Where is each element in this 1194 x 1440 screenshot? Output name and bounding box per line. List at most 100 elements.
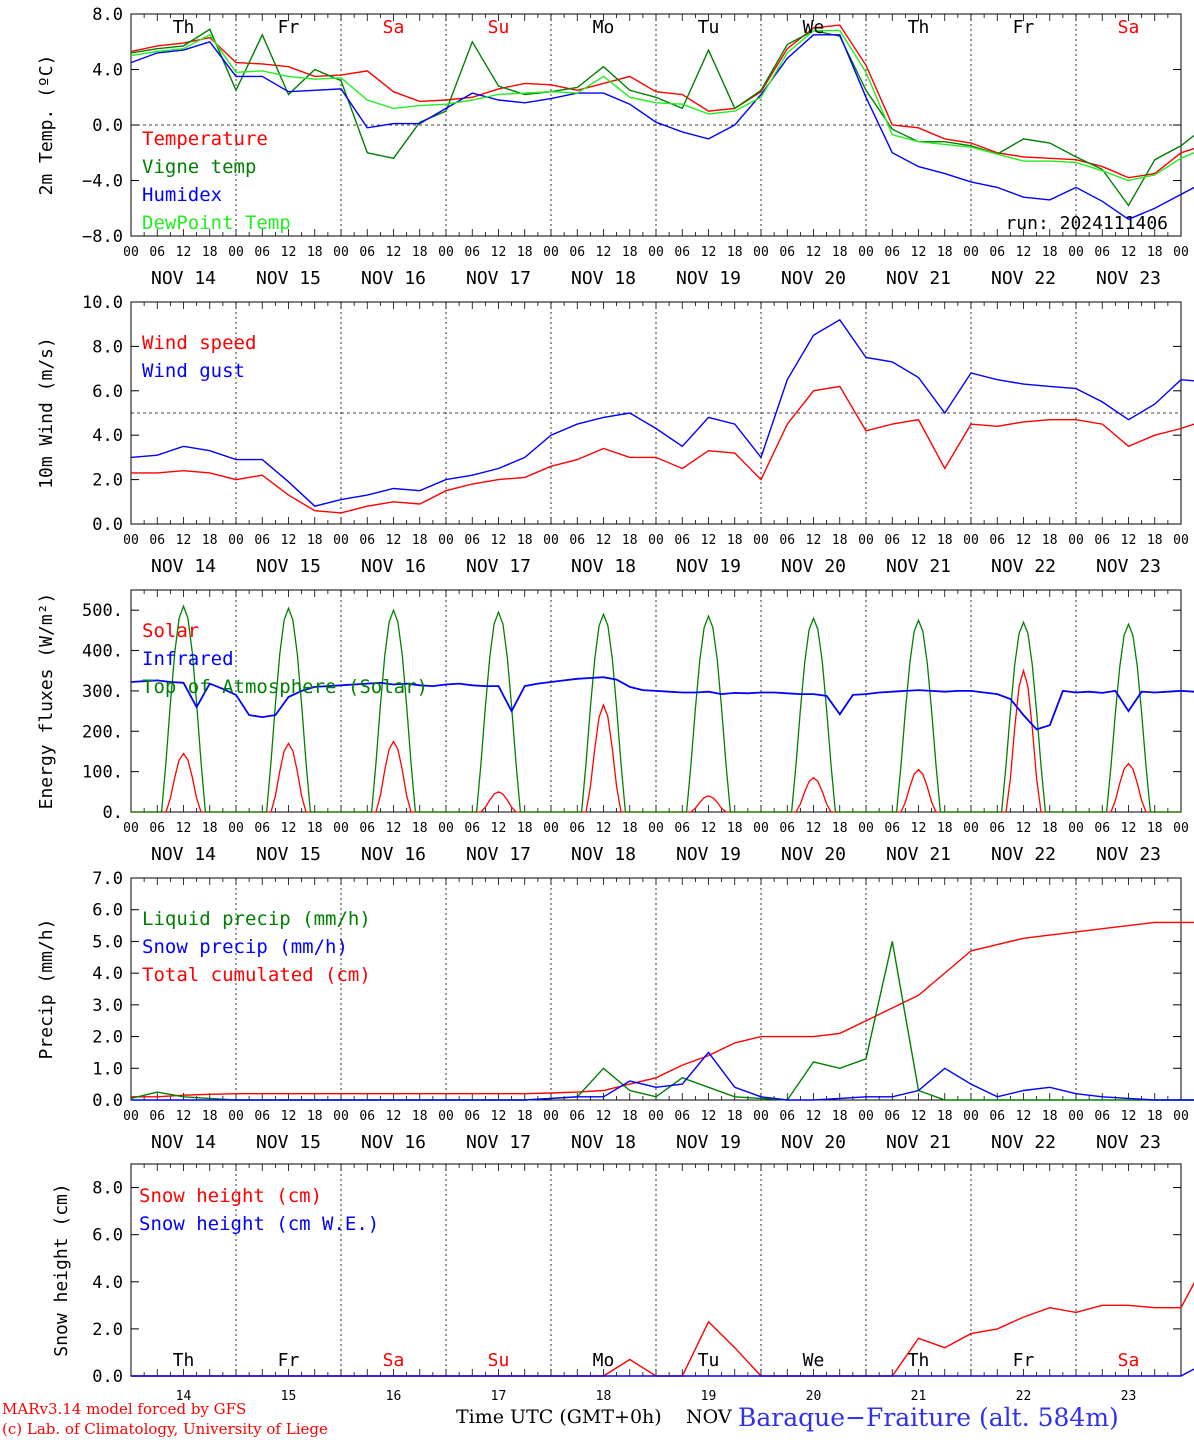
hour-label: 00	[1068, 245, 1084, 260]
hour-label: 12	[701, 245, 717, 260]
day-letter: Tu	[698, 17, 720, 38]
date-label: NOV 20	[781, 1132, 846, 1153]
hour-label: 12	[491, 245, 507, 260]
day-letter: Tu	[698, 1350, 720, 1371]
hour-label: 00	[753, 1109, 769, 1124]
hour-label: 12	[491, 821, 507, 836]
y-tick-label: 1.0	[92, 1059, 123, 1079]
series-line-snow-height-cm-w-e-	[131, 1368, 1194, 1377]
day-letter: Sa	[383, 1350, 405, 1371]
hour-label: 18	[1042, 821, 1058, 836]
day-letter: Sa	[1118, 17, 1140, 38]
hour-label: 12	[281, 1109, 297, 1124]
hour-label: 18	[1147, 821, 1163, 836]
day-number: 21	[911, 1389, 927, 1404]
hour-label: 18	[517, 1109, 533, 1124]
day-number: 19	[701, 1389, 717, 1404]
series-line-humidex	[130, 34, 1194, 221]
date-label: NOV 16	[361, 1132, 426, 1153]
hour-label: 00	[333, 533, 349, 548]
day-letter: Th	[908, 17, 930, 38]
legend-entry: Infrared	[142, 648, 234, 670]
y-tick-label: 8.0	[92, 337, 123, 357]
hour-label: 00	[858, 245, 874, 260]
hour-label: 18	[832, 245, 848, 260]
date-label: NOV 17	[466, 1132, 531, 1153]
hour-label: 12	[1121, 821, 1137, 836]
hour-label: 06	[569, 533, 585, 548]
month-label: NOV	[686, 1406, 732, 1428]
hour-label: 12	[806, 1109, 822, 1124]
day-letter: Su	[488, 17, 510, 38]
date-label: NOV 15	[256, 844, 321, 865]
day-letter: Mo	[593, 1350, 615, 1371]
y-axis-title: 2m Temp. (ºC)	[36, 55, 57, 196]
series-line-wind-speed	[131, 385, 1194, 514]
hour-label: 00	[1068, 821, 1084, 836]
hour-label: 06	[569, 245, 585, 260]
legend-entry: Snow height (cm)	[139, 1185, 322, 1207]
hour-label: 00	[648, 533, 664, 548]
hour-label: 12	[386, 821, 402, 836]
hour-label: 00	[438, 245, 454, 260]
y-tick-label: 0.	[103, 803, 123, 823]
hour-label: 12	[701, 533, 717, 548]
hour-label: 00	[543, 1109, 559, 1124]
hour-label: 00	[228, 533, 244, 548]
date-label: NOV 16	[361, 268, 426, 289]
hour-label: 00	[333, 821, 349, 836]
y-axis-title: Precip (mm/h)	[36, 919, 57, 1060]
hour-label: 18	[1042, 245, 1058, 260]
y-tick-label: 500.	[82, 601, 123, 621]
hour-label: 18	[202, 1109, 218, 1124]
hour-label: 06	[1094, 821, 1110, 836]
y-tick-label: 7.0	[92, 869, 123, 889]
date-label: NOV 21	[886, 556, 951, 577]
model-credit: MARv3.14 model forced by GFS	[2, 1400, 247, 1418]
date-label: NOV 19	[676, 268, 741, 289]
hour-label: 06	[884, 1109, 900, 1124]
hour-label: 18	[832, 533, 848, 548]
hour-label: 12	[1121, 1109, 1137, 1124]
hour-label: 06	[359, 821, 375, 836]
hour-label: 00	[1173, 533, 1189, 548]
station-name: Baraque−Fraiture (alt. 584m)	[738, 1403, 1119, 1432]
date-label: NOV 20	[781, 556, 846, 577]
hour-label: 12	[806, 533, 822, 548]
date-label: NOV 16	[361, 844, 426, 865]
hour-label: 00	[123, 821, 139, 836]
hour-label: 06	[779, 245, 795, 260]
hour-label: 12	[386, 1109, 402, 1124]
hour-label: 12	[806, 821, 822, 836]
date-label: NOV 14	[151, 268, 216, 289]
hour-label: 12	[1016, 1109, 1032, 1124]
hour-label: 12	[701, 1109, 717, 1124]
day-letter: Mo	[593, 17, 615, 38]
hour-label: 00	[753, 245, 769, 260]
hour-label: 12	[1121, 245, 1137, 260]
y-tick-label: 0.0	[92, 116, 123, 136]
hour-label: 00	[228, 245, 244, 260]
date-label: NOV 14	[151, 844, 216, 865]
legend-entry: Vigne temp	[142, 156, 256, 178]
hour-label: 12	[1016, 533, 1032, 548]
y-tick-label: 2.0	[92, 471, 123, 491]
y-tick-label: 0.0	[92, 1091, 123, 1111]
hour-label: 12	[701, 821, 717, 836]
hour-label: 12	[491, 533, 507, 548]
hour-label: 06	[464, 245, 480, 260]
date-label: NOV 19	[676, 844, 741, 865]
hour-label: 12	[386, 245, 402, 260]
y-axis-title: Energy fluxes (W/m²)	[36, 593, 57, 810]
hour-label: 12	[911, 533, 927, 548]
hour-label: 18	[412, 533, 428, 548]
hour-label: 18	[307, 1109, 323, 1124]
hour-label: 06	[464, 821, 480, 836]
hour-label: 18	[517, 245, 533, 260]
day-letter: Fr	[278, 17, 300, 38]
hour-label: 00	[1173, 245, 1189, 260]
hour-label: 18	[307, 533, 323, 548]
series-line-vigne-temp	[130, 28, 1194, 207]
hour-label: 06	[884, 821, 900, 836]
